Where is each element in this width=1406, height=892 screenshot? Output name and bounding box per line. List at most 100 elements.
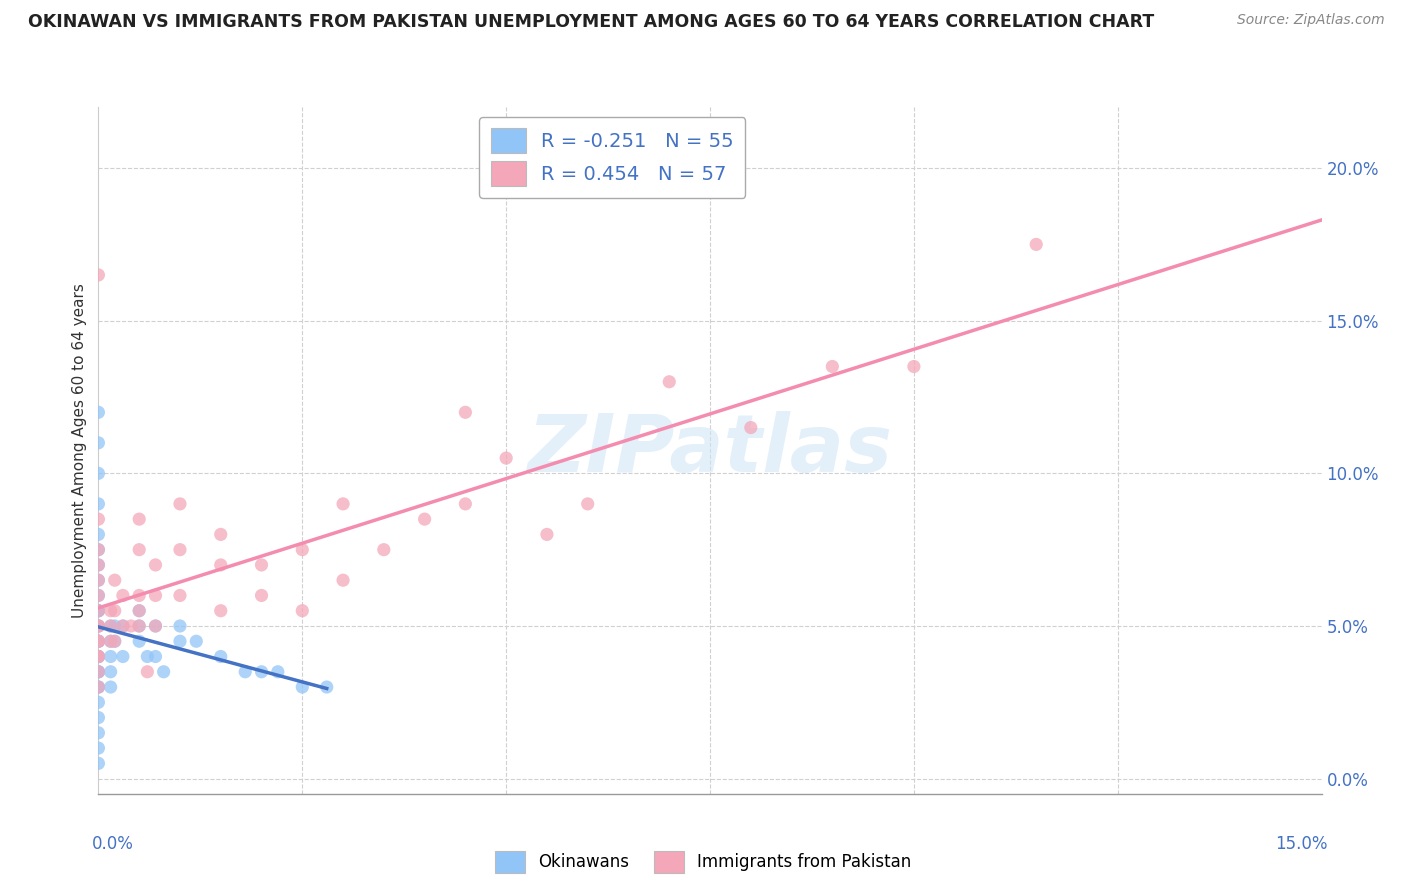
Point [128, 634, 150, 648]
Point [233, 665, 256, 679]
Point [87, 589, 110, 603]
Point [209, 604, 232, 618]
Point [104, 634, 127, 648]
Point [128, 542, 150, 557]
Point [87, 741, 110, 756]
Point [87, 634, 110, 648]
Point [87, 405, 110, 419]
Point [169, 542, 191, 557]
Text: 15.0%: 15.0% [1275, 835, 1327, 853]
Point [87, 634, 110, 648]
Point [111, 619, 134, 633]
Text: ZIPatlas: ZIPatlas [527, 411, 893, 490]
Point [454, 405, 477, 419]
Point [332, 573, 354, 587]
Point [87, 680, 110, 694]
Point [821, 359, 844, 374]
Point [87, 542, 110, 557]
Point [454, 497, 477, 511]
Point [152, 665, 174, 679]
Point [128, 619, 150, 633]
Point [373, 542, 395, 557]
Point [209, 649, 232, 664]
Point [87, 604, 110, 618]
Point [87, 680, 110, 694]
Point [87, 680, 110, 694]
Point [100, 604, 122, 618]
Point [169, 634, 191, 648]
Point [332, 497, 354, 511]
Point [250, 558, 273, 572]
Point [87, 649, 110, 664]
Point [250, 665, 273, 679]
Point [576, 497, 599, 511]
Point [413, 512, 436, 526]
Point [87, 695, 110, 709]
Legend: Okinawans, Immigrants from Pakistan: Okinawans, Immigrants from Pakistan [488, 845, 918, 880]
Point [104, 619, 127, 633]
Point [315, 680, 337, 694]
Point [104, 604, 127, 618]
Point [87, 710, 110, 724]
Text: Source: ZipAtlas.com: Source: ZipAtlas.com [1237, 13, 1385, 28]
Point [100, 634, 122, 648]
Point [495, 451, 517, 466]
Text: OKINAWAN VS IMMIGRANTS FROM PAKISTAN UNEMPLOYMENT AMONG AGES 60 TO 64 YEARS CORR: OKINAWAN VS IMMIGRANTS FROM PAKISTAN UNE… [28, 13, 1154, 31]
Point [209, 558, 232, 572]
Point [169, 589, 191, 603]
Point [740, 420, 762, 434]
Point [87, 558, 110, 572]
Text: 0.0%: 0.0% [93, 835, 134, 853]
Point [87, 435, 110, 450]
Point [111, 619, 134, 633]
Point [87, 604, 110, 618]
Point [267, 665, 290, 679]
Point [87, 726, 110, 740]
Point [87, 589, 110, 603]
Point [87, 604, 110, 618]
Point [120, 619, 142, 633]
Point [145, 649, 167, 664]
Point [100, 619, 122, 633]
Point [291, 604, 314, 618]
Point [136, 665, 159, 679]
Point [87, 619, 110, 633]
Point [209, 527, 232, 541]
Point [87, 649, 110, 664]
Point [87, 619, 110, 633]
Point [145, 589, 167, 603]
Point [100, 619, 122, 633]
Point [87, 573, 110, 587]
Point [128, 589, 150, 603]
Point [145, 558, 167, 572]
Legend: R = -0.251   N = 55, R = 0.454   N = 57: R = -0.251 N = 55, R = 0.454 N = 57 [479, 117, 745, 198]
Point [111, 589, 134, 603]
Point [169, 497, 191, 511]
Point [87, 268, 110, 282]
Point [128, 604, 150, 618]
Point [104, 573, 127, 587]
Point [87, 665, 110, 679]
Point [536, 527, 558, 541]
Point [169, 619, 191, 633]
Point [87, 665, 110, 679]
Point [87, 649, 110, 664]
Point [128, 604, 150, 618]
Point [87, 634, 110, 648]
Point [87, 619, 110, 633]
Point [100, 665, 122, 679]
Point [87, 497, 110, 511]
Point [136, 649, 159, 664]
Point [186, 634, 208, 648]
Point [87, 634, 110, 648]
Point [250, 589, 273, 603]
Point [87, 649, 110, 664]
Y-axis label: Unemployment Among Ages 60 to 64 years: Unemployment Among Ages 60 to 64 years [72, 283, 87, 618]
Point [87, 665, 110, 679]
Point [145, 619, 167, 633]
Point [903, 359, 925, 374]
Point [291, 680, 314, 694]
Point [291, 542, 314, 557]
Point [145, 619, 167, 633]
Point [111, 649, 134, 664]
